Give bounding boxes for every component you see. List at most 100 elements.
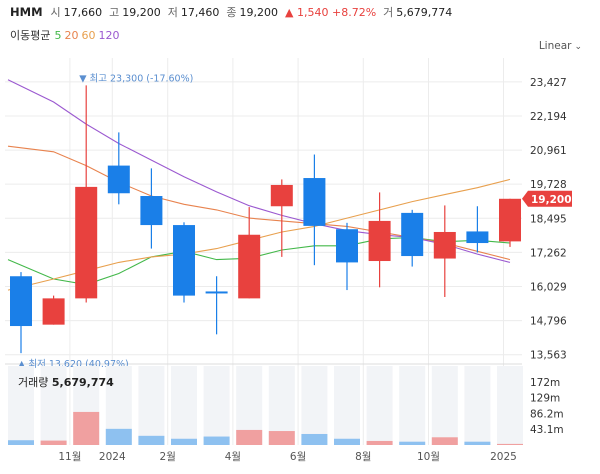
candle (107, 132, 130, 205)
last-price-marker: 19,200 (522, 190, 572, 207)
candle (368, 192, 391, 288)
chevron-down-icon: ⌄ (574, 42, 582, 52)
price-tick-label: 23,427 (530, 77, 567, 89)
candles (10, 85, 521, 354)
change-percent: +8.72% (331, 5, 377, 19)
candle (205, 276, 228, 335)
price-tick-label: 13,563 (530, 350, 567, 362)
candle (303, 154, 326, 266)
candle (42, 295, 65, 325)
scale-label: Linear (538, 40, 572, 52)
price-tick-label: 19,728 (530, 179, 567, 191)
quote-header: HMM 시 17,660 고 19,200 저 17,460 종 19,200 … (10, 4, 459, 20)
candle-body (173, 225, 195, 296)
ma-legend-5[interactable]: 5 (54, 29, 62, 42)
price-tick-label: 17,262 (530, 247, 567, 259)
low-value: 17,460 (180, 5, 220, 19)
volume-column-bg (366, 366, 393, 445)
volume-bar (8, 440, 34, 445)
change-value: ▲ 1,540 +8.72% (285, 6, 376, 19)
candle-body (75, 186, 98, 299)
time-tick-label: 4월 (225, 451, 241, 463)
ma-line-60 (7, 178, 511, 291)
volume-panel-value: 5,679,774 (51, 376, 114, 389)
volume-label: 거 (383, 6, 394, 19)
candle (270, 179, 293, 257)
volume-bar (399, 441, 426, 445)
volume-column-bg (497, 366, 523, 445)
volume-column-bg (138, 366, 165, 445)
ma-legend-120[interactable]: 120 (98, 29, 120, 42)
price-tick-label: 22,194 (530, 111, 567, 123)
ma-legend-title: 이동평균 (10, 29, 51, 42)
candle-body (10, 276, 32, 327)
price-tick-label: 16,029 (530, 282, 567, 294)
time-axis: 11월 2024 2월 4월 6월 8월 10월 2025 (58, 451, 516, 463)
volume-bar (464, 441, 491, 445)
candle-body (368, 220, 391, 262)
price-axis: 23,427 22,194 20,961 19,728 18,495 17,262 16,0… (530, 77, 567, 362)
change-arrow-icon: ▲ (285, 5, 294, 19)
time-tick-label: 10월 (417, 451, 440, 463)
candle (401, 209, 424, 267)
close-label: 종 (226, 6, 237, 19)
candle-body (336, 229, 358, 263)
candle-body (466, 231, 489, 244)
candle (75, 85, 98, 303)
time-tick-label: 2024 (99, 451, 126, 463)
candle (466, 206, 489, 253)
candle-body (42, 298, 65, 325)
candle-body (433, 231, 456, 259)
volume-bar (171, 438, 197, 445)
ma-line-5 (7, 236, 511, 286)
volume-tick-label: 43.1m (530, 424, 564, 436)
volume-bar (268, 431, 295, 445)
volume-column-bg (399, 366, 426, 445)
volume-bar (431, 437, 458, 445)
volume-bars (8, 366, 523, 445)
volume-column-bg (203, 366, 230, 445)
volume-bar (73, 411, 100, 445)
candle (10, 272, 32, 354)
volume-value: 5,679,774 (396, 5, 453, 19)
max-price-label: ▼ 최고 23,300 (-17.60%) (79, 73, 193, 84)
last-price-label: 19,200 (531, 194, 572, 206)
high-label: 고 (109, 6, 120, 19)
volume-column-bg (464, 366, 491, 445)
change-amount: 1,540 (296, 5, 329, 19)
volume-bar (105, 428, 132, 445)
candle-body (303, 178, 326, 226)
time-tick-label: 2025 (490, 451, 517, 463)
volume-bar (366, 440, 393, 445)
candle-body (401, 212, 424, 257)
time-tick-label: 11월 (58, 451, 81, 463)
candle-body (270, 184, 293, 207)
volume-panel-label: 거래량 5,679,774 (18, 374, 114, 390)
volume-bar (334, 438, 360, 445)
volume-bar (40, 440, 67, 445)
volume-bar (301, 433, 328, 445)
candle-body (499, 198, 521, 242)
volume-column-bg (301, 366, 328, 445)
high-value: 19,200 (122, 5, 161, 19)
volume-tick-label: 129m (530, 393, 560, 405)
candle (433, 205, 456, 297)
candle (336, 222, 358, 291)
ma-legend-60[interactable]: 60 (81, 29, 96, 42)
candle-body (107, 165, 130, 194)
open-value: 17,660 (63, 5, 103, 19)
time-tick-label: 6월 (290, 451, 306, 463)
low-label: 저 (167, 6, 178, 19)
volume-column-bg (334, 366, 360, 445)
last-price-badge (522, 190, 572, 207)
candle-body (205, 291, 228, 294)
scale-toggle-button[interactable]: Linear ⌄ (539, 40, 582, 52)
volume-bar (497, 443, 523, 445)
volume-bar (138, 435, 165, 445)
volume-tick-label: 86.2m (530, 408, 564, 420)
candle (173, 222, 195, 303)
ma-line-20 (7, 145, 511, 261)
close-value: 19,200 (239, 5, 279, 19)
ma-legend-20[interactable]: 20 (64, 29, 79, 42)
